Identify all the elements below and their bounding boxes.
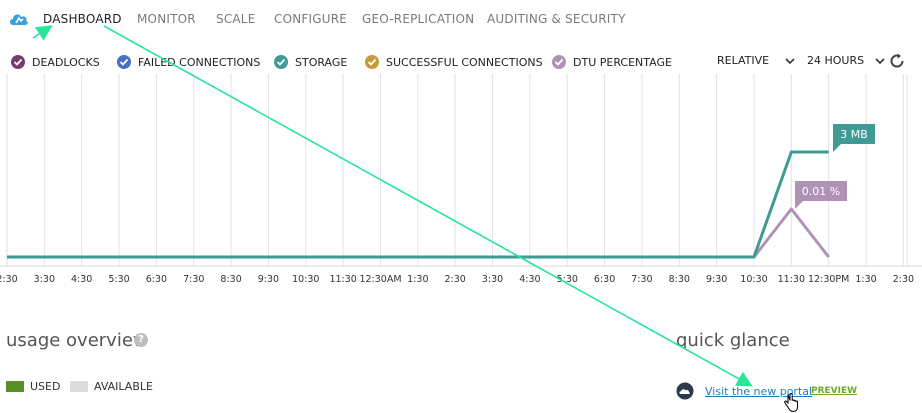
x-tick-label: 9:30 (258, 274, 279, 285)
x-tick-label: 1:30 (407, 274, 428, 285)
usage-overview-title: usage overview (6, 330, 148, 351)
cloud-icon (676, 382, 694, 400)
visit-new-portal-link[interactable]: Visit the new portal (705, 385, 813, 398)
sql-database-cloud-icon (10, 14, 28, 25)
x-tick-label: 7:30 (183, 274, 204, 285)
x-tick-label: 2:30 (0, 274, 18, 285)
top-nav: DASHBOARD MONITOR SCALE CONFIGURE GEO-RE… (0, 0, 922, 38)
check-icon (11, 55, 25, 69)
x-tick-label: 5:30 (108, 274, 129, 285)
check-icon (274, 55, 288, 69)
x-tick-label: 2:30 (445, 274, 466, 285)
x-tick-label: 11:30 (329, 274, 356, 285)
mode-select[interactable]: RELATIVE (717, 54, 770, 67)
chevron-down-icon[interactable] (784, 55, 796, 67)
tab-auditing-security[interactable]: AUDITING & SECURITY (487, 12, 626, 26)
metric-storage[interactable]: STORAGE (274, 52, 347, 72)
check-icon (365, 55, 379, 69)
x-tick-label: 9:30 (706, 274, 727, 285)
callout-label: 0.01 % (802, 185, 840, 198)
metric-label: SUCCESSFUL CONNECTIONS (386, 55, 543, 69)
x-tick-label: 4:30 (519, 274, 540, 285)
x-tick-label: 1:30 (855, 274, 876, 285)
available-swatch (70, 381, 88, 392)
tab-monitor[interactable]: MONITOR (137, 12, 196, 26)
metric-label: STORAGE (295, 55, 348, 69)
x-tick-label: 8:30 (669, 274, 690, 285)
check-icon (552, 55, 566, 69)
metric-label: DTU PERCENTAGE (573, 55, 672, 69)
x-tick-label: 12:30PM (808, 274, 849, 285)
help-icon[interactable]: ? (134, 333, 148, 347)
metric-deadlocks[interactable]: DEADLOCKS (11, 52, 100, 72)
x-tick-label: 12:30AM (359, 274, 401, 285)
metric-successful-connections[interactable]: SUCCESSFUL CONNECTIONS (365, 52, 543, 72)
hand-cursor-icon (784, 393, 798, 413)
x-tick-label: 3:30 (482, 274, 503, 285)
x-tick-label: 3:30 (34, 274, 55, 285)
x-tick-label: 11:30 (778, 274, 805, 285)
x-tick-label: 4:30 (71, 274, 92, 285)
x-tick-label: 7:30 (631, 274, 652, 285)
tab-scale[interactable]: SCALE (216, 12, 256, 26)
callout-storage: 3 MB (833, 124, 875, 152)
x-tick-label: 5:30 (557, 274, 578, 285)
x-tick-label: 10:30 (292, 274, 319, 285)
x-tick-label: 10:30 (740, 274, 767, 285)
x-tick-label: 8:30 (220, 274, 241, 285)
refresh-icon[interactable] (888, 52, 906, 70)
used-label: USED (30, 380, 61, 393)
range-select[interactable]: 24 HOURS (807, 54, 865, 67)
metric-failed-connections[interactable]: FAILED CONNECTIONS (117, 52, 260, 72)
metric-label: FAILED CONNECTIONS (138, 55, 261, 69)
check-icon (117, 55, 131, 69)
tab-dashboard[interactable]: DASHBOARD (43, 12, 122, 26)
callout-label: 3 MB (840, 128, 868, 141)
metric-dtu-percentage[interactable]: DTU PERCENTAGE (552, 52, 672, 72)
x-tick-label: 6:30 (594, 274, 615, 285)
preview-badge: PREVIEW (811, 386, 858, 396)
used-swatch (6, 381, 24, 392)
metrics-chart: 2:30 3:30 4:30 5:30 6:30 7:30 8:30 9:30 10:30 11:… (0, 74, 922, 285)
chevron-down-icon[interactable] (874, 55, 886, 67)
callout-dtu-percentage: 0.01 % (795, 181, 847, 209)
tab-configure[interactable]: CONFIGURE (274, 12, 348, 26)
quick-glance-title: quick glance (676, 330, 790, 351)
x-tick-label: 6:30 (146, 274, 167, 285)
available-label: AVAILABLE (94, 380, 153, 393)
x-tick-label: 2:30 (893, 274, 914, 285)
tab-geo-replication[interactable]: GEO-REPLICATION (362, 12, 475, 26)
metric-label: DEADLOCKS (32, 55, 100, 69)
